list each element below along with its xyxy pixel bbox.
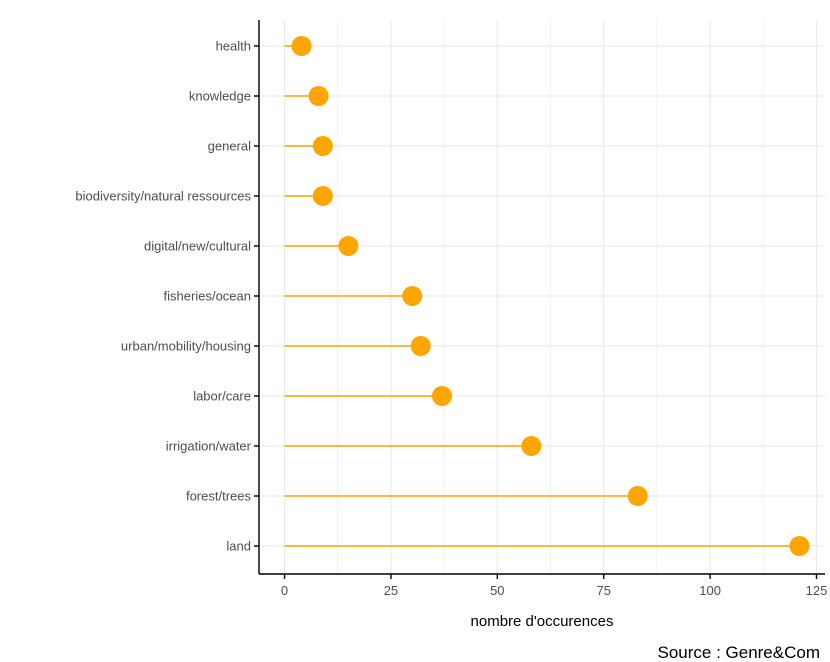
lollipop-point bbox=[627, 486, 648, 506]
grid-lines bbox=[259, 20, 825, 574]
axes bbox=[258, 20, 825, 575]
y-tick-label: general bbox=[208, 139, 251, 154]
x-axis-ticks: 0 25 50 75 100 125 bbox=[281, 574, 827, 598]
lollipop-point bbox=[312, 136, 333, 156]
y-tick-label: digital/new/cultural bbox=[144, 239, 251, 254]
lollipop-point bbox=[308, 86, 329, 106]
y-tick-label: knowledge bbox=[189, 89, 251, 104]
lollipop-point bbox=[521, 436, 542, 456]
y-axis-ticks: health knowledge general biodiversity/natur… bbox=[75, 39, 259, 554]
x-tick-label: 125 bbox=[806, 583, 828, 598]
x-tick-label: 75 bbox=[596, 583, 610, 598]
y-tick-label: urban/mobility/housing bbox=[121, 339, 251, 354]
lollipop-point bbox=[410, 336, 431, 356]
y-tick-label: labor/care bbox=[193, 389, 251, 404]
lollipop-point bbox=[312, 186, 333, 206]
y-tick-label: forest/trees bbox=[186, 489, 252, 504]
y-tick-label: health bbox=[216, 39, 251, 54]
lollipop-point bbox=[789, 536, 810, 556]
x-tick-label: 0 bbox=[281, 583, 288, 598]
lollipop-point bbox=[402, 286, 423, 306]
x-tick-label: 25 bbox=[384, 583, 398, 598]
x-axis-title: nombre d'occurences bbox=[471, 613, 614, 630]
y-tick-label: fisheries/ocean bbox=[164, 289, 251, 304]
x-tick-label: 50 bbox=[490, 583, 504, 598]
x-tick-label: 100 bbox=[699, 583, 721, 598]
y-tick-label: irrigation/water bbox=[166, 439, 252, 454]
lollipop-points bbox=[291, 36, 810, 556]
chart-caption: Source : Genre&Com bbox=[657, 643, 820, 662]
lollipop-point bbox=[338, 236, 359, 256]
y-tick-label: land bbox=[226, 539, 251, 554]
lollipop-point bbox=[431, 386, 452, 406]
y-tick-label: biodiversity/natural ressources bbox=[75, 189, 251, 204]
lollipop-point bbox=[291, 36, 312, 56]
